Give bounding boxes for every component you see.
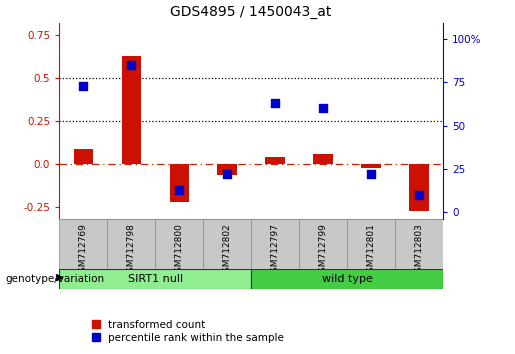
- Bar: [265, 158, 285, 164]
- Bar: [217, 164, 237, 175]
- Text: GSM712799: GSM712799: [318, 223, 328, 278]
- Point: [127, 62, 135, 68]
- Point: [223, 171, 231, 177]
- Bar: [59, 269, 251, 289]
- Point: [79, 83, 88, 88]
- Text: GSM712798: GSM712798: [127, 223, 135, 278]
- Bar: [251, 269, 443, 289]
- Bar: [395, 219, 443, 269]
- Bar: [74, 149, 93, 164]
- Text: GSM712802: GSM712802: [222, 223, 232, 278]
- Bar: [203, 219, 251, 269]
- Point: [271, 100, 279, 106]
- Bar: [155, 219, 203, 269]
- Bar: [122, 56, 141, 164]
- Bar: [59, 219, 107, 269]
- Text: GSM712801: GSM712801: [367, 223, 375, 278]
- Text: GSM712797: GSM712797: [270, 223, 280, 278]
- Text: genotype/variation: genotype/variation: [5, 274, 104, 284]
- Bar: [314, 154, 333, 164]
- Bar: [299, 219, 347, 269]
- Text: GSM712803: GSM712803: [415, 223, 423, 278]
- Bar: [169, 164, 188, 202]
- Point: [415, 192, 423, 198]
- Bar: [347, 219, 395, 269]
- Text: GSM712800: GSM712800: [175, 223, 184, 278]
- Point: [367, 171, 375, 177]
- Point: [175, 187, 183, 193]
- Text: wild type: wild type: [321, 274, 372, 284]
- Bar: [107, 219, 155, 269]
- Text: SIRT1 null: SIRT1 null: [128, 274, 183, 284]
- Point: [319, 105, 327, 111]
- Legend: transformed count, percentile rank within the sample: transformed count, percentile rank withi…: [88, 315, 288, 347]
- Text: GSM712769: GSM712769: [79, 223, 88, 278]
- Bar: [409, 164, 428, 211]
- Bar: [251, 219, 299, 269]
- Title: GDS4895 / 1450043_at: GDS4895 / 1450043_at: [170, 5, 332, 19]
- Bar: [362, 164, 381, 168]
